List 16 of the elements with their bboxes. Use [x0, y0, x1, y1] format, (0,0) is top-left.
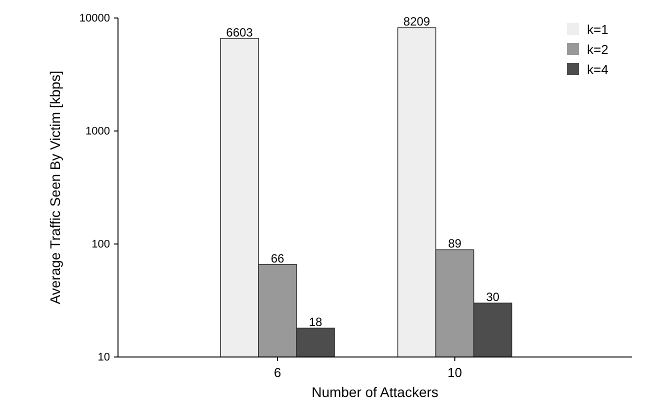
data-label: 30 [486, 290, 500, 304]
legend-label: k=2 [587, 42, 608, 57]
y-axis-title: Average Traffic Seen By Victim [kbps] [47, 70, 63, 304]
data-label: 89 [448, 236, 462, 251]
data-label: 66 [270, 251, 285, 266]
x-axis-title: Number of Attackers [312, 384, 438, 400]
y-tick-label: 10000 [79, 12, 110, 25]
y-tick-label: 100 [92, 238, 110, 251]
legend-label: k=4 [587, 62, 608, 77]
data-label: 18 [308, 315, 323, 330]
x-tick-label: 6 [274, 365, 282, 380]
data-label: 8209 [403, 14, 430, 29]
y-tick-label: 10 [98, 352, 110, 364]
legend-label: k=1 [587, 22, 608, 37]
data-label: 6603 [226, 25, 254, 40]
y-tick-label: 1000 [86, 126, 110, 138]
